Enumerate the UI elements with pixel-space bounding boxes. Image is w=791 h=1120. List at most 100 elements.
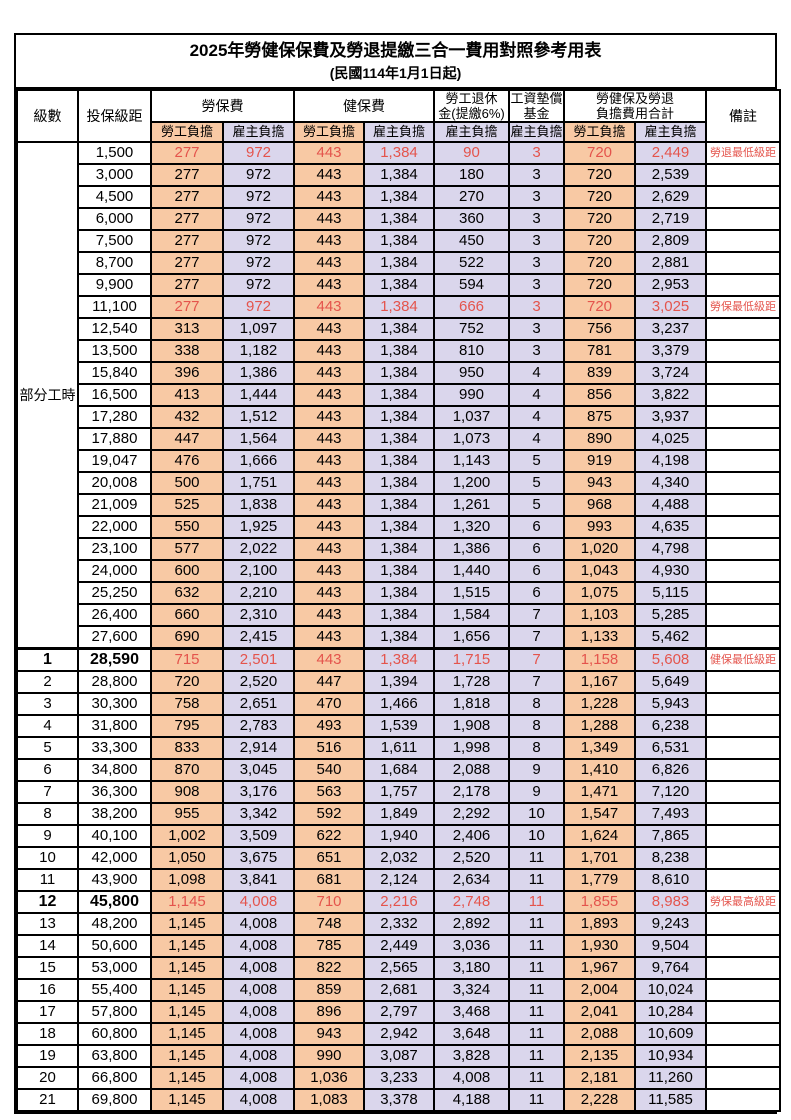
labor-employee-cell: 277 [150, 207, 224, 231]
header-total-line2: 負擔費用合計 [596, 106, 675, 121]
total-employer-cell: 4,930 [633, 559, 708, 583]
fund-employer-cell: 11 [508, 1044, 565, 1068]
pension-employer-cell: 3,468 [433, 1000, 510, 1024]
total-employer-cell: 3,025 [633, 295, 708, 319]
labor-employee-cell: 1,145 [150, 1066, 224, 1090]
page-subtitle: (民國114年1月1日起) [329, 65, 462, 81]
health-employee-cell: 990 [293, 1044, 365, 1068]
level-cell: 10 [16, 846, 79, 870]
health-employer-cell: 1,384 [363, 581, 435, 605]
labor-employer-cell: 2,310 [222, 603, 295, 627]
level-cell: 12 [16, 890, 79, 914]
note-cell [705, 1066, 782, 1090]
total-employer-cell: 9,764 [633, 956, 708, 980]
total-employer-cell: 2,629 [633, 185, 708, 209]
health-employer-cell: 1,384 [363, 229, 435, 253]
fund-employer-cell: 11 [508, 890, 565, 914]
health-employee-cell: 447 [293, 670, 365, 694]
total-employee-cell: 1,410 [563, 758, 636, 782]
labor-employer-cell: 4,008 [222, 934, 295, 958]
salary-cell: 13,500 [77, 339, 152, 363]
pension-employer-cell: 666 [433, 295, 510, 319]
table-row: 12,540 313 1,097 443 1,384 752 3 756 3,237 [17, 317, 782, 341]
labor-employee-cell: 277 [150, 273, 224, 297]
note-cell: 勞保最低級距 [705, 295, 782, 319]
health-employer-cell: 1,466 [363, 692, 435, 716]
table-row: 4 31,800 795 2,783 493 1,539 1,908 8 1,288 6,238 [16, 714, 782, 738]
total-employer-cell: 11,260 [633, 1066, 708, 1090]
health-employer-cell: 1,384 [363, 141, 435, 165]
health-employee-cell: 540 [293, 758, 365, 782]
total-employer-cell: 8,610 [633, 868, 708, 892]
table-row: 8 38,200 955 3,342 592 1,849 2,292 10 1,547 7,493 [16, 802, 782, 826]
health-employee-cell: 622 [293, 824, 365, 848]
labor-employer-cell: 1,925 [222, 515, 295, 539]
fund-employer-cell: 3 [508, 295, 565, 319]
pension-employer-cell: 1,073 [433, 427, 510, 451]
pension-employer-cell: 1,908 [433, 714, 510, 738]
total-employee-cell: 1,547 [563, 802, 636, 826]
note-cell [705, 427, 782, 451]
level-cell: 15 [16, 956, 79, 980]
note-cell: 健保最低級距 [705, 647, 782, 672]
total-employee-cell: 890 [563, 427, 636, 451]
health-employee-cell: 443 [293, 251, 365, 275]
level-cell: 4 [16, 714, 79, 738]
health-employee-cell: 748 [293, 912, 365, 936]
pension-employer-cell: 1,728 [433, 670, 510, 694]
total-employer-cell: 6,531 [633, 736, 708, 760]
labor-employee-cell: 600 [150, 559, 224, 583]
total-employer-cell: 4,340 [633, 471, 708, 495]
labor-employee-cell: 1,145 [150, 1044, 224, 1068]
total-employer-cell: 2,953 [633, 273, 708, 297]
total-employee-cell: 943 [563, 471, 636, 495]
total-employer-cell: 5,608 [633, 647, 708, 672]
pension-employer-cell: 1,386 [433, 537, 510, 561]
pension-employer-cell: 1,818 [433, 692, 510, 716]
labor-employee-cell: 476 [150, 449, 224, 473]
labor-employee-cell: 833 [150, 736, 224, 760]
total-employer-cell: 4,488 [633, 493, 708, 517]
labor-employer-cell: 2,501 [222, 647, 295, 672]
total-employer-cell: 3,937 [633, 405, 708, 429]
health-employer-cell: 1,684 [363, 758, 435, 782]
pension-employer-cell: 990 [433, 383, 510, 407]
health-employee-cell: 443 [293, 141, 365, 165]
pension-employer-cell: 1,320 [433, 515, 510, 539]
note-cell [705, 383, 782, 407]
salary-cell: 26,400 [77, 603, 152, 627]
table-row: 21 69,800 1,145 4,008 1,083 3,378 4,188 11 2,228… [16, 1088, 782, 1112]
pension-employer-cell: 270 [433, 185, 510, 209]
pension-employer-cell: 3,828 [433, 1044, 510, 1068]
health-employer-cell: 1,384 [363, 493, 435, 517]
health-employer-cell: 1,940 [363, 824, 435, 848]
total-employer-cell: 7,865 [633, 824, 708, 848]
labor-employer-cell: 3,342 [222, 802, 295, 826]
labor-employee-cell: 908 [150, 780, 224, 804]
total-employer-cell: 3,724 [633, 361, 708, 385]
total-employer-cell: 3,237 [633, 317, 708, 341]
health-employer-cell: 3,233 [363, 1066, 435, 1090]
fund-employer-cell: 11 [508, 1088, 565, 1112]
level-cell: 14 [16, 934, 79, 958]
health-employee-cell: 443 [293, 317, 365, 341]
premium-table: 級數 投保級距 勞保費 健保費 勞工退休 金(提繳6%) 工資墊償 基金 勞健保… [16, 89, 782, 1112]
health-employer-cell: 2,681 [363, 978, 435, 1002]
fund-employer-cell: 3 [508, 317, 565, 341]
health-employee-cell: 443 [293, 427, 365, 451]
fund-employer-cell: 5 [508, 449, 565, 473]
note-cell [705, 229, 782, 253]
health-employee-cell: 443 [293, 471, 365, 495]
salary-cell: 17,880 [77, 427, 152, 451]
labor-employer-cell: 2,415 [222, 625, 295, 650]
salary-cell: 4,500 [77, 185, 152, 209]
total-employee-cell: 1,855 [563, 890, 636, 914]
labor-employee-cell: 447 [150, 427, 224, 451]
health-employer-cell: 2,332 [363, 912, 435, 936]
table-row: 9 40,100 1,002 3,509 622 1,940 2,406 10 1,624 7,8… [16, 824, 782, 848]
note-cell [705, 163, 782, 187]
fund-employer-cell: 7 [508, 603, 565, 627]
health-employer-cell: 2,216 [363, 890, 435, 914]
note-cell [705, 603, 782, 627]
note-cell: 勞保最高級距 [705, 890, 782, 914]
